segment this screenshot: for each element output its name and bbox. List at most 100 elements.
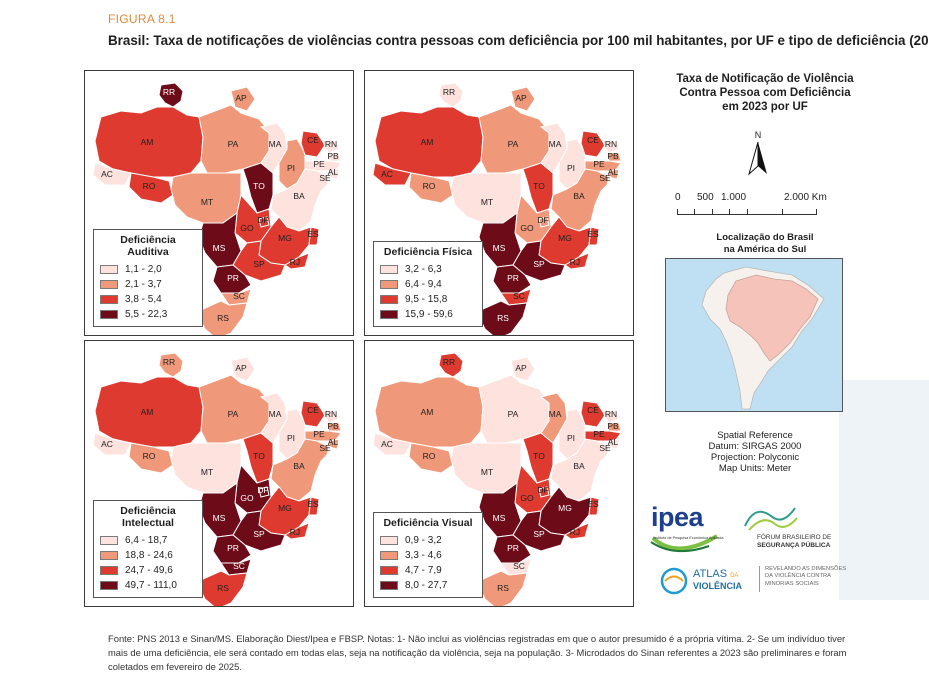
state-label-ap: AP <box>235 363 247 373</box>
state-ap <box>230 356 256 382</box>
atlas-tagline: REVELANDO AS DIMENSÕES DA VIOLÊNCIA CONT… <box>765 566 847 587</box>
state-sc <box>500 558 532 576</box>
legend-item: 6,4 - 9,4 <box>380 277 476 292</box>
legend-item: 18,8 - 24,6 <box>100 548 196 563</box>
state-label-mg: MG <box>558 233 572 243</box>
state-label-ma: MA <box>549 409 562 419</box>
state-label-ma: MA <box>269 139 282 149</box>
legend-item: 3,8 - 5,4 <box>100 292 196 307</box>
state-label-pi: PI <box>567 433 575 443</box>
source-notes: Fonte: PNS 2013 e Sinan/MS. Elaboração D… <box>108 633 847 672</box>
state-label-rj: RJ <box>290 527 300 537</box>
state-label-ba: BA <box>573 461 585 471</box>
state-label-rj: RJ <box>570 527 580 537</box>
state-es <box>588 496 600 516</box>
state-rj <box>564 252 590 270</box>
state-es <box>308 226 320 246</box>
state-label-ap: AP <box>235 93 247 103</box>
state-label-rs: RS <box>497 583 509 593</box>
state-label-al: AL <box>608 437 619 447</box>
state-label-al: AL <box>328 167 339 177</box>
state-label-ba: BA <box>573 191 585 201</box>
legend-title: Deficiência Visual <box>383 517 473 529</box>
legend-item: 24,7 - 49,6 <box>100 563 196 578</box>
state-label-pe: PE <box>593 159 605 169</box>
state-ce <box>580 130 606 158</box>
state-label-sp: SP <box>253 259 265 269</box>
state-label-pa: PA <box>228 409 239 419</box>
state-label-ms: MS <box>493 513 506 523</box>
legend-title: Deficiência Física <box>383 246 473 258</box>
state-pr <box>212 264 252 294</box>
state-ac <box>372 432 412 456</box>
legend-item: 15,9 - 59,6 <box>380 307 476 322</box>
ipea-swoosh-icon <box>650 534 719 553</box>
state-pb <box>606 422 622 432</box>
state-al <box>328 438 340 450</box>
legend-item: 0,9 - 3,2 <box>380 533 476 548</box>
state-label-ba: BA <box>293 461 305 471</box>
state-label-rn: RN <box>325 409 337 419</box>
state-rr <box>158 82 184 108</box>
fbsp-emblem-icon <box>744 507 798 531</box>
state-pb <box>606 152 622 162</box>
north-arrow: N <box>743 130 773 180</box>
state-label-sc: SC <box>233 291 245 301</box>
figure-title: Brasil: Taxa de notificações de violênci… <box>108 33 929 48</box>
state-label-pa: PA <box>508 139 519 149</box>
state-label-to: TO <box>533 181 545 191</box>
state-ce <box>300 130 326 158</box>
state-label-sc: SC <box>513 561 525 571</box>
south-america-map <box>701 266 825 410</box>
state-label-pi: PI <box>287 163 295 173</box>
state-label-to: TO <box>253 451 265 461</box>
state-ma <box>539 122 568 174</box>
map-panel-auditiva: RR AP AM PA AC RO MT TO MA PI CE RN PB PE AL SE BA GO DF MG… <box>84 70 354 336</box>
state-label-rr: RR <box>443 357 455 367</box>
side-title: Taxa de Notificação de Violência Contra … <box>676 73 854 113</box>
state-label-es: ES <box>587 229 599 239</box>
state-label-ms: MS <box>213 513 226 523</box>
state-df <box>258 216 270 228</box>
legend-item: 2,1 - 3,7 <box>100 277 196 292</box>
state-label-pr: PR <box>227 543 239 553</box>
state-ap <box>230 86 256 112</box>
state-label-pr: PR <box>227 273 239 283</box>
state-label-ap: AP <box>515 363 527 373</box>
state-label-pa: PA <box>508 409 519 419</box>
state-label-al: AL <box>608 167 619 177</box>
state-al <box>608 438 620 450</box>
state-label-pb: PB <box>327 151 339 161</box>
state-label-rr: RR <box>443 87 455 97</box>
state-ac <box>92 162 132 186</box>
state-label-rn: RN <box>605 139 617 149</box>
state-label-rn: RN <box>325 139 337 149</box>
state-label-mt: MT <box>481 197 493 207</box>
state-label-go: GO <box>520 493 534 503</box>
state-label-ro: RO <box>423 181 436 191</box>
state-rj <box>284 522 310 540</box>
state-label-es: ES <box>307 499 319 509</box>
state-label-ac: AC <box>381 439 393 449</box>
state-label-am: AM <box>421 137 434 147</box>
state-label-mt: MT <box>481 467 493 477</box>
state-label-ac: AC <box>101 439 113 449</box>
state-label-am: AM <box>141 137 154 147</box>
state-label-ms: MS <box>213 243 226 253</box>
state-label-pr: PR <box>507 543 519 553</box>
state-label-rs: RS <box>497 313 509 323</box>
state-label-ce: CE <box>307 135 319 145</box>
location-title: Localização do Brasil na América do Sul <box>716 232 814 255</box>
state-label-rn: RN <box>605 409 617 419</box>
state-ac <box>92 432 132 456</box>
state-label-ce: CE <box>307 405 319 415</box>
state-label-mg: MG <box>558 503 572 513</box>
legend-visual: Deficiência Visual 0,9 - 3,2 3,3 - 4,6 4… <box>373 512 483 598</box>
legend-item: 3,3 - 4,6 <box>380 548 476 563</box>
state-sc <box>500 288 532 306</box>
state-label-mg: MG <box>278 503 292 513</box>
state-label-ma: MA <box>549 139 562 149</box>
